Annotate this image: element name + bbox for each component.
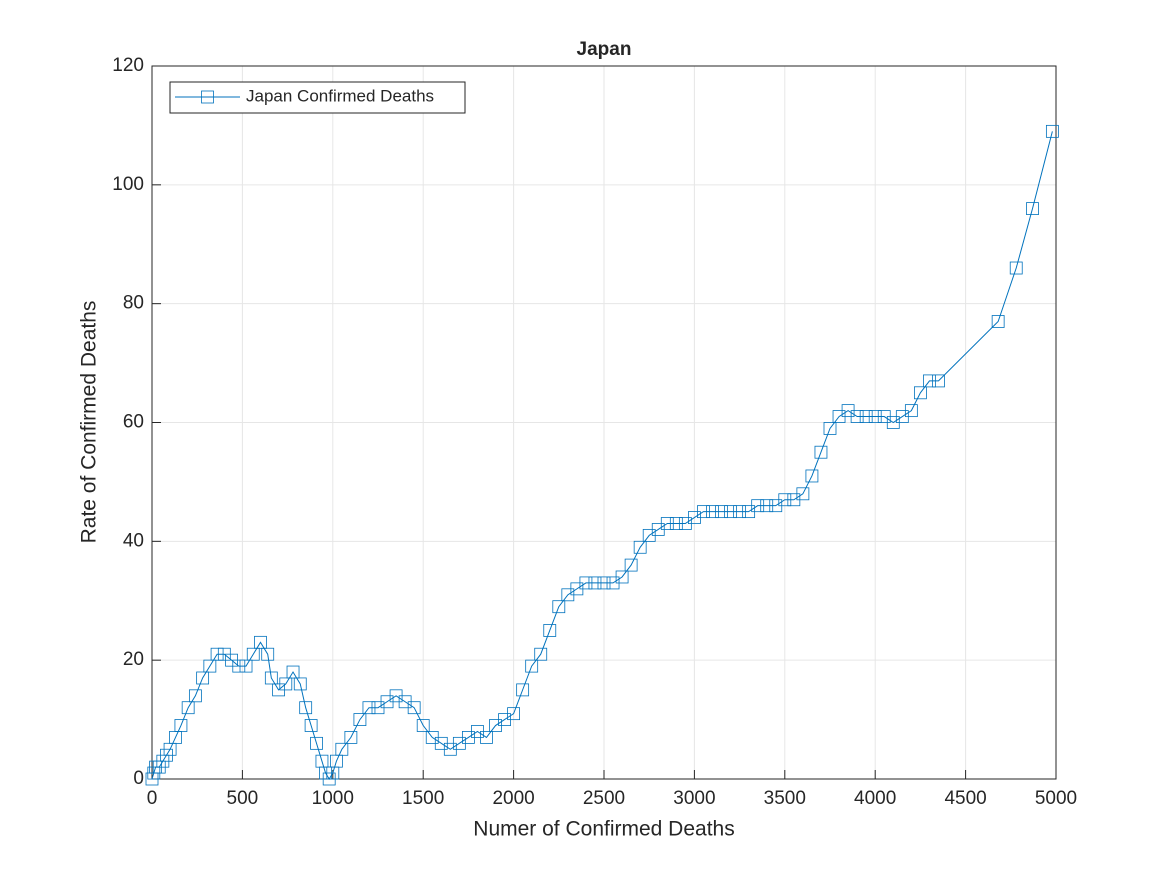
data-point [254,635,267,649]
y-tick-label: 20 [123,649,144,670]
data-point [1026,202,1039,216]
data-point [286,665,300,679]
x-tick-label: 500 [227,788,259,809]
data-point [615,570,629,584]
y-tick-label: 80 [123,293,144,314]
data-point [344,731,358,744]
data-point [588,576,602,590]
data-point [353,713,367,726]
data-point [232,659,246,673]
x-tick-label: 4000 [854,788,896,809]
data-point [534,647,548,661]
data-point [823,422,837,435]
data-point [760,499,774,513]
x-tick-label: 4500 [944,788,986,809]
data-point [697,505,710,519]
data-point [991,315,1005,328]
data-point [507,707,521,721]
x-tick-label: 2500 [583,788,625,809]
data-point [181,701,195,715]
x-tick-label: 0 [147,788,158,809]
data-point [706,505,719,519]
y-tick-label: 100 [112,174,144,195]
data-point [923,374,936,388]
data-point [543,624,557,637]
data-point [416,719,430,732]
data-point [814,445,828,459]
x-tick-label: 2000 [492,788,534,809]
data-point [859,410,873,423]
data-point [304,719,318,732]
data-point [850,410,864,423]
data-point [932,374,945,388]
data-point [210,647,224,661]
data-point [751,499,765,513]
y-tick-label: 120 [112,55,144,76]
data-point [293,677,307,691]
data-point [516,683,530,697]
data-point [669,517,683,530]
data-point [299,701,313,715]
x-axis-label: Numer of Confirmed Deaths [473,818,734,841]
data-point [279,677,293,691]
data-point [660,517,674,530]
x-tick-label: 3500 [764,788,806,809]
data-point [1009,261,1023,275]
y-tick-label: 0 [133,768,144,789]
y-axis-label: Rate of Confirmed Deaths [78,301,101,544]
data-point [904,404,918,418]
x-tick-label: 5000 [1035,788,1077,809]
data-point [868,410,882,423]
data-point [552,600,566,614]
axes-box [151,65,1057,780]
data-point [310,736,323,750]
data-point [261,647,275,661]
data-point [597,576,611,590]
data-point [239,659,253,673]
data-point [579,576,593,590]
data-point [196,671,210,685]
data-point [633,540,647,554]
data-point [724,505,737,519]
data-point [914,386,927,400]
data-point [188,689,202,703]
data-point [174,719,188,732]
data-point [715,505,728,519]
legend-marker [201,90,214,104]
data-point [525,659,539,673]
data-point [796,487,810,501]
data-point [335,742,349,756]
data-line [151,131,1053,780]
data-point [1045,124,1059,138]
x-tick-label: 1000 [312,788,354,809]
y-tick-label: 40 [123,530,144,551]
data-point [362,701,376,715]
data-point [778,493,792,507]
x-tick-label: 1500 [402,788,444,809]
y-tick-label: 60 [123,412,144,433]
x-tick-label: 3000 [673,788,715,809]
data-point [624,558,638,572]
data-point [203,659,217,673]
data-point [733,505,746,519]
data-point [246,647,260,661]
data-point [805,469,819,483]
data-point [480,731,493,744]
data-point [264,671,278,685]
chart-title: Japan [577,39,632,60]
legend-label: Japan Confirmed Deaths [246,86,434,105]
data-point [407,701,421,715]
